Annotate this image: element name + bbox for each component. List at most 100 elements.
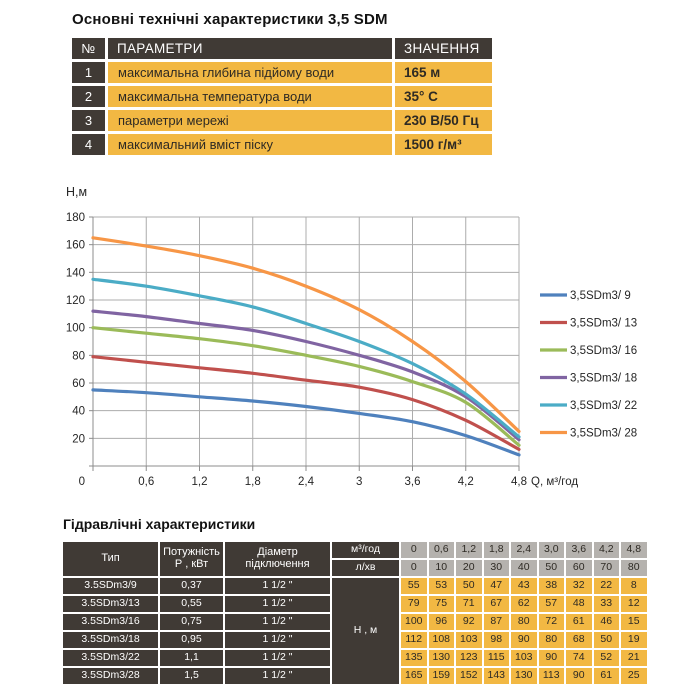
series-line (91, 326, 521, 447)
hydro-head-value: 48 (566, 596, 592, 612)
spec-row-value: 165 м (395, 62, 492, 83)
hydro-head-value: 103 (456, 632, 482, 648)
spec-row-value: 1500 г/м³ (395, 134, 492, 155)
spec-row-value: 35° С (395, 86, 492, 107)
spec-row-param: максимальний вміст піску (108, 134, 392, 155)
hydro-flow-m3-value: 1,8 (483, 542, 509, 558)
spec-row-num: 1 (72, 62, 105, 83)
hydro-head-value: 22 (593, 578, 619, 594)
hydro-head-value: 19 (621, 632, 647, 648)
hydro-head-value: 50 (593, 632, 619, 648)
hydro-row-power: 0,55 (160, 596, 223, 612)
y-axis-title: Н,м (66, 185, 87, 199)
hydro-row-diameter: 1 1/2 " (225, 614, 330, 630)
hydro-head-value: 90 (566, 668, 592, 684)
spec-header-value: ЗНАЧЕННЯ (395, 38, 492, 59)
x-axis-label: 3,6 (405, 476, 421, 488)
hydro-row-power: 0,95 (160, 632, 223, 648)
legend-label: 3,5SDm3/ 28 (570, 428, 637, 440)
hydro-head-value: 152 (456, 668, 482, 684)
hydro-head-value: 8 (621, 578, 647, 594)
hydro-head-value: 112 (401, 632, 427, 648)
spec-row-param: параметри мережі (108, 110, 392, 131)
series-line (91, 236, 521, 433)
y-axis-label: 140 (66, 267, 85, 279)
hydro-flow-lmin-value: 70 (593, 560, 619, 576)
hydro-table-title: Гідравлічні характеристики (63, 516, 256, 532)
hydro-head-value: 12 (621, 596, 647, 612)
hydro-head-value: 55 (401, 578, 427, 594)
hydro-flow-lmin-value: 60 (566, 560, 592, 576)
y-axis-label: 40 (72, 406, 85, 418)
hydro-row-power: 0,75 (160, 614, 223, 630)
hydro-flow-lmin-value: 20 (456, 560, 482, 576)
hydro-head-value: 67 (483, 596, 509, 612)
hydro-flow-lmin-value: 80 (621, 560, 647, 576)
hydro-head-value: 62 (511, 596, 537, 612)
spec-table: № ПАРАМЕТРИ ЗНАЧЕННЯ 1 максимальна глибина п… (72, 38, 492, 155)
hydro-head-value: 75 (428, 596, 454, 612)
x-axis-label: 3 (356, 476, 362, 488)
hydro-row-power: 1,5 (160, 668, 223, 684)
hydro-head-value: 98 (483, 632, 509, 648)
hydro-flow-m3-value: 2,4 (511, 542, 537, 558)
hydro-head-value: 74 (566, 650, 592, 666)
y-axis-label: 80 (72, 350, 85, 362)
hydro-head-value: 90 (538, 650, 564, 666)
hydro-head-value: 80 (511, 614, 537, 630)
origin-label: 0 (79, 476, 85, 488)
series-line (91, 277, 521, 439)
hydro-head-value: 113 (538, 668, 564, 684)
hydro-row-type: 3.5SDm3/13 (63, 596, 158, 612)
series-line (91, 388, 521, 457)
hydro-flow-m3-value: 3,6 (566, 542, 592, 558)
hydro-head-value: 123 (456, 650, 482, 666)
hydro-head-value: 80 (538, 632, 564, 648)
hydro-head-value: 46 (593, 614, 619, 630)
hydro-head-value: 130 (511, 668, 537, 684)
x-axis-label: 4,8 (511, 476, 527, 488)
hydro-head-value: 87 (483, 614, 509, 630)
hydro-head-value: 135 (401, 650, 427, 666)
hydro-head-value: 53 (428, 578, 454, 594)
x-axis-label: 4,2 (458, 476, 474, 488)
hydro-flow-lmin-value: 0 (401, 560, 427, 576)
hydro-head-value: 100 (401, 614, 427, 630)
hydro-head-value: 130 (428, 650, 454, 666)
hydro-head-value: 115 (483, 650, 509, 666)
hydro-row-diameter: 1 1/2 " (225, 596, 330, 612)
hydro-row-type: 3.5SDm3/16 (63, 614, 158, 630)
spec-row-param: максимальна температура води (108, 86, 392, 107)
hydro-header-type: Тип (63, 542, 158, 576)
hydro-flow-m3-value: 4,2 (593, 542, 619, 558)
hydro-row-type: 3.5SDm3/28 (63, 668, 158, 684)
hydro-head-value: 38 (538, 578, 564, 594)
spec-header-num: № (72, 38, 105, 59)
y-axis-label: 120 (66, 295, 85, 307)
hydro-flow-m3-value: 0,6 (428, 542, 454, 558)
hydro-header-power: Потужність Р , кВт (160, 542, 223, 576)
hydro-head-value: 165 (401, 668, 427, 684)
legend-label: 3,5SDm3/ 18 (570, 373, 637, 385)
hydro-head-value: 96 (428, 614, 454, 630)
hydro-row-type: 3.5SDm3/22 (63, 650, 158, 666)
hydro-head-value: 43 (511, 578, 537, 594)
hydro-row-diameter: 1 1/2 " (225, 668, 330, 684)
hydro-head-value: 61 (566, 614, 592, 630)
hydro-head-value: 50 (456, 578, 482, 594)
y-axis-label: 20 (72, 433, 85, 445)
series-line (91, 355, 521, 451)
hydro-head-value: 90 (511, 632, 537, 648)
x-axis-title: Q, м³/год (531, 476, 578, 488)
hydro-head-value: 21 (621, 650, 647, 666)
hydro-head-value: 71 (456, 596, 482, 612)
hydro-header-diameter: Діаметр підключення (225, 542, 330, 576)
hydro-flow-lmin-value: 10 (428, 560, 454, 576)
hydro-head-value: 47 (483, 578, 509, 594)
hydro-row-power: 0,37 (160, 578, 223, 594)
page-title: Основні технічні характеристики 3,5 SDM (72, 11, 388, 28)
hydro-head-value: 103 (511, 650, 537, 666)
hydro-head-value: 159 (428, 668, 454, 684)
x-axis-label: 0,6 (138, 476, 154, 488)
hydro-table: Тип Потужність Р , кВт Діаметр підключення… (63, 542, 647, 684)
